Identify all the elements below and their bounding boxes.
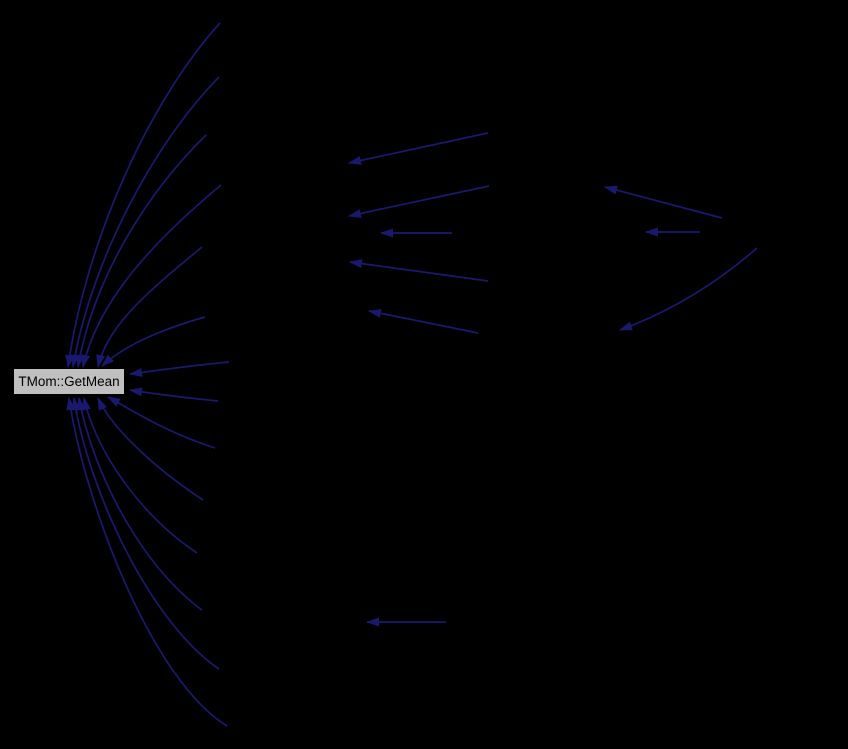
indirect-caller-edge	[348, 185, 490, 218]
caller-edge	[65, 22, 221, 368]
caller-edge	[129, 361, 230, 377]
edges-group	[65, 22, 758, 727]
caller-edge	[71, 397, 220, 670]
indirect-caller-edge	[349, 259, 489, 282]
caller-edge	[81, 184, 222, 368]
indirect-caller-edge	[619, 247, 758, 331]
node-label: TMom::GetMean	[18, 373, 120, 389]
caller-edge	[82, 397, 198, 554]
indirect-caller-edge	[368, 308, 479, 334]
indirect-caller-edge	[604, 185, 723, 219]
caller-edge	[96, 246, 203, 368]
caller-edge	[107, 396, 216, 449]
caller-edge	[66, 397, 228, 727]
caller-edge	[70, 76, 220, 368]
caller-edge	[97, 397, 204, 501]
indirect-caller-edge	[348, 132, 489, 165]
caller-edge	[129, 387, 219, 402]
caller-edge	[101, 316, 206, 367]
node-tmom-getmean: TMom::GetMean	[13, 368, 125, 395]
caller-edge	[76, 397, 203, 611]
caller-edge	[75, 134, 207, 368]
